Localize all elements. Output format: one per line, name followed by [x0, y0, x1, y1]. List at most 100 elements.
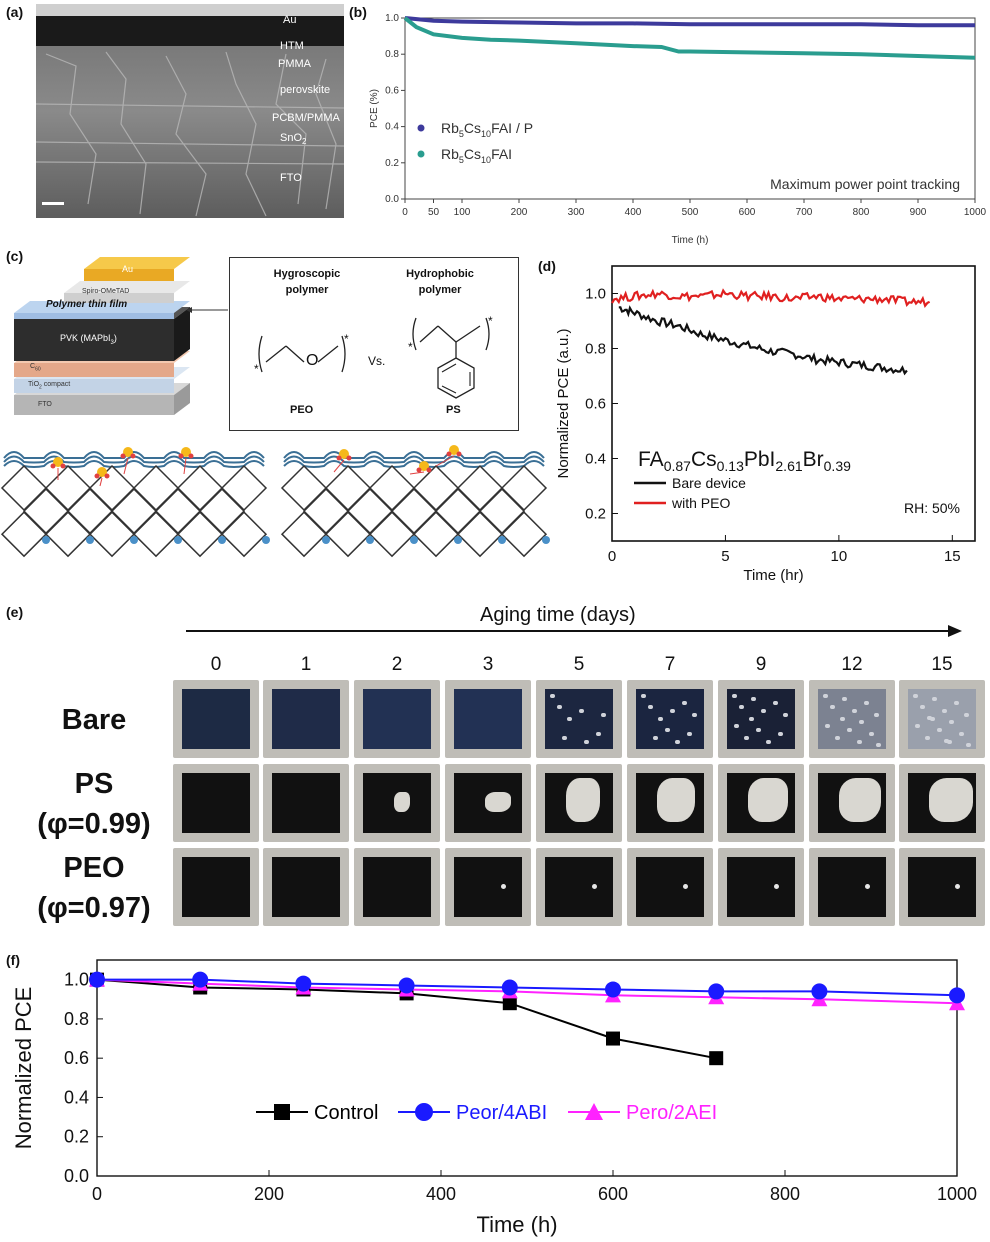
lattice-cation — [542, 536, 550, 544]
day-label-1: 1 — [300, 654, 312, 675]
sem-label-htm: HTM — [280, 40, 304, 52]
water-molecule — [449, 445, 459, 455]
water-arrow — [123, 457, 129, 475]
y-tick-label: 0.0 — [385, 194, 399, 205]
x-tick-label: 0 — [608, 548, 616, 565]
water-molecule-h — [346, 455, 352, 461]
lattice-octahedron — [324, 464, 372, 512]
lattice-cation — [130, 536, 138, 544]
data-point-1 — [295, 975, 312, 992]
lattice-cation — [42, 536, 50, 544]
aging-photo — [536, 848, 622, 926]
water-molecule-h — [178, 453, 184, 459]
legend-label-2: Pero/2AEI — [626, 1102, 717, 1124]
aging-time-arrow — [186, 625, 962, 637]
lattice-octahedron — [500, 464, 548, 512]
lattice-cation — [410, 536, 418, 544]
y-tick-label: 0.8 — [385, 49, 399, 60]
water-molecule-h — [104, 473, 110, 479]
vs-label: Vs. — [368, 354, 386, 368]
data-point-1 — [605, 981, 621, 998]
aging-photo — [627, 764, 713, 842]
aging-photo — [718, 848, 804, 926]
lattice-cation — [86, 536, 94, 544]
y-tick-label: 0.6 — [385, 85, 399, 96]
panel-label-b: (b) — [349, 4, 367, 20]
lattice-octahedron — [280, 511, 328, 558]
lattice-cation — [454, 536, 462, 544]
hygroscopic-label: Hygroscopic polymer — [273, 268, 341, 296]
lattice-octahedron — [44, 511, 92, 558]
lattice-octahedron — [412, 464, 460, 512]
water-molecule — [123, 447, 133, 457]
lattice-octahedron — [412, 511, 460, 558]
aging-photo — [627, 848, 713, 926]
y-axis-label: Normalized PCE — [11, 987, 36, 1150]
sem-label-pmma: PMMA — [278, 58, 311, 70]
sem-image: Au HTM PMMA perovskite PCBM/PMMA SnO2 FT… — [36, 4, 344, 218]
water-molecule-h — [50, 463, 56, 469]
y-tick-label: 0.6 — [585, 396, 606, 413]
data-point-0 — [606, 1031, 620, 1046]
data-point-1 — [708, 983, 725, 1000]
y-tick-label: 0.6 — [64, 1048, 89, 1068]
x-tick-label: 1000 — [964, 207, 987, 218]
aging-photo — [899, 764, 985, 842]
aging-photo — [536, 764, 622, 842]
peo-label: PEO — [290, 404, 314, 416]
sem-label-perovskite: perovskite — [280, 84, 331, 96]
series-line-0 — [618, 305, 908, 376]
aging-photo — [718, 764, 804, 842]
ps-star-right: * — [488, 314, 493, 328]
data-point-1 — [89, 971, 105, 988]
lattice-cation — [174, 536, 182, 544]
stack-tio2: TiO2 compact — [28, 381, 71, 391]
polymer-chain — [283, 460, 545, 468]
x-axis-label: Time (h) — [672, 235, 709, 246]
aging-photo — [354, 764, 440, 842]
aging-photo — [263, 680, 349, 758]
y-tick-label: 0.8 — [585, 341, 606, 358]
lattice-cation — [498, 536, 506, 544]
y-axis-label: PCE (%) — [369, 89, 380, 128]
day-label-15: 15 — [931, 654, 953, 675]
data-point-1 — [501, 979, 518, 996]
y-tick-label: 0.4 — [64, 1087, 89, 1107]
series-line-1 — [611, 288, 931, 308]
y-tick-label: 0.8 — [64, 1009, 89, 1029]
water-molecule — [181, 447, 191, 457]
x-tick-label: 300 — [568, 207, 585, 218]
lattice-cation — [262, 536, 270, 544]
aging-time-title: Aging time (days) — [480, 604, 636, 626]
day-label-5: 5 — [573, 654, 585, 675]
water-arrow — [99, 477, 103, 487]
water-arrow — [333, 459, 345, 473]
lattice-octahedron — [324, 511, 372, 558]
lattice-octahedron — [88, 511, 136, 558]
lattice-octahedron — [110, 488, 158, 535]
legend-marker-1 — [415, 1103, 433, 1121]
water-molecule-h — [120, 453, 126, 459]
plot-frame — [96, 959, 958, 1177]
water-molecule — [53, 457, 63, 467]
x-tick-label: 50 — [428, 207, 440, 218]
data-point-0 — [502, 996, 517, 1011]
x-tick-label: 5 — [721, 548, 729, 565]
lattice-octahedron — [280, 464, 328, 512]
aging-photo — [809, 848, 895, 926]
stack-spiro: Spiro-OMeTAD — [82, 288, 130, 295]
x-tick-label: 400 — [625, 207, 642, 218]
water-molecule — [97, 467, 107, 477]
x-tick-label: 200 — [511, 207, 528, 218]
panel-label-c: (c) — [6, 248, 24, 264]
water-molecule-h — [336, 455, 342, 461]
x-tick-label: 1000 — [937, 1184, 977, 1204]
polymer-chain — [3, 460, 265, 468]
x-tick-label: 400 — [426, 1184, 456, 1204]
lattice-octahedron — [500, 511, 548, 558]
aging-photo — [809, 680, 895, 758]
panel-label-d: (d) — [538, 258, 556, 274]
aging-photo — [354, 848, 440, 926]
legend-label-0: Control — [314, 1102, 378, 1124]
sem-label-fto: FTO — [280, 172, 302, 184]
